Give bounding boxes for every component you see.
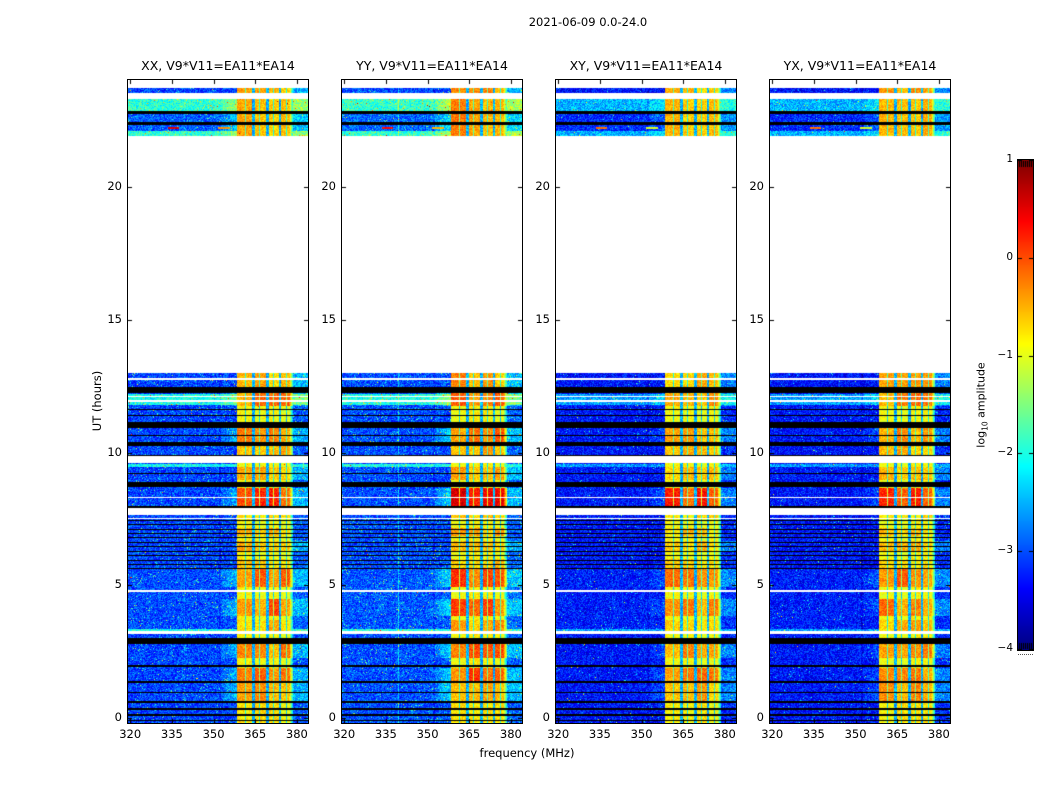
x-tick-label: 350: [416, 727, 439, 741]
x-tick-label: 320: [333, 727, 356, 741]
y-tick-label: 10: [321, 444, 336, 459]
y-tick-label: 20: [749, 179, 764, 194]
x-tick-label: 335: [588, 727, 611, 741]
y-tick-label: 10: [535, 444, 550, 459]
x-tick-label: 320: [761, 727, 784, 741]
x-tick-label: 365: [458, 727, 481, 741]
panel-title-xy: XY, V9*V11=EA11*EA14: [569, 58, 723, 73]
x-tick-label: 320: [119, 727, 142, 741]
x-tick-label: 365: [886, 727, 909, 741]
colorbar-label: log10 amplitude: [974, 362, 990, 448]
y-tick-label: 10: [749, 444, 764, 459]
panel-title-yy: YY, V9*V11=EA11*EA14: [356, 58, 508, 73]
x-tick-label: 380: [713, 727, 736, 741]
x-tick-label: 380: [285, 727, 308, 741]
colorbar-tick-label: −3: [997, 544, 1013, 557]
y-tick-label: 15: [321, 311, 336, 326]
x-tick-label: 335: [802, 727, 825, 741]
y-tick-label: 5: [328, 577, 336, 592]
y-tick-label: 20: [321, 179, 336, 194]
colorbar-tick-label: −4: [997, 642, 1013, 654]
spectrogram-panel-yx: [769, 79, 951, 724]
x-tick-label: 380: [927, 727, 950, 741]
y-tick-label: 0: [328, 709, 336, 724]
x-tick-label: 380: [499, 727, 522, 741]
spectrogram-panel-yy: [341, 79, 523, 724]
x-tick-label: 365: [672, 727, 695, 741]
colorbar-tick-label: 0: [1006, 250, 1013, 263]
x-tick-label: 350: [630, 727, 653, 741]
colorbar-tick-label: 1: [1006, 153, 1013, 165]
y-tick-label: 20: [107, 179, 122, 194]
x-tick-label: 335: [160, 727, 183, 741]
x-tick-label: 320: [547, 727, 570, 741]
y-tick-label: 10: [107, 444, 122, 459]
y-tick-label: 5: [114, 577, 122, 592]
y-tick-label: 15: [107, 311, 122, 326]
x-axis-label: frequency (MHz): [479, 746, 575, 760]
x-tick-label: 350: [844, 727, 867, 741]
y-tick-label: 5: [756, 577, 764, 592]
x-tick-label: 335: [374, 727, 397, 741]
y-axis-label: UT (hours): [90, 370, 104, 432]
y-tick-label: 0: [114, 709, 122, 724]
spectrogram-panel-xx: [127, 79, 309, 724]
y-tick-label: 15: [535, 311, 550, 326]
panel-title-yx: YX, V9*V11=EA11*EA14: [783, 58, 937, 73]
y-tick-label: 5: [542, 577, 550, 592]
x-tick-label: 365: [244, 727, 267, 741]
colorbar-tick-label: −2: [997, 446, 1013, 459]
y-tick-label: 0: [542, 709, 550, 724]
figure-title: 2021-06-09 0.0-24.0: [528, 15, 648, 29]
colorbar: [1017, 159, 1034, 651]
colorbar-tick-label: −1: [997, 348, 1013, 361]
y-tick-label: 20: [535, 179, 550, 194]
x-tick-label: 350: [202, 727, 225, 741]
y-tick-label: 15: [749, 311, 764, 326]
panel-title-xx: XX, V9*V11=EA11*EA14: [141, 58, 295, 73]
y-tick-label: 0: [756, 709, 764, 724]
colorbar-minor-marks: [1018, 652, 1033, 655]
spectrogram-panel-xy: [555, 79, 737, 724]
